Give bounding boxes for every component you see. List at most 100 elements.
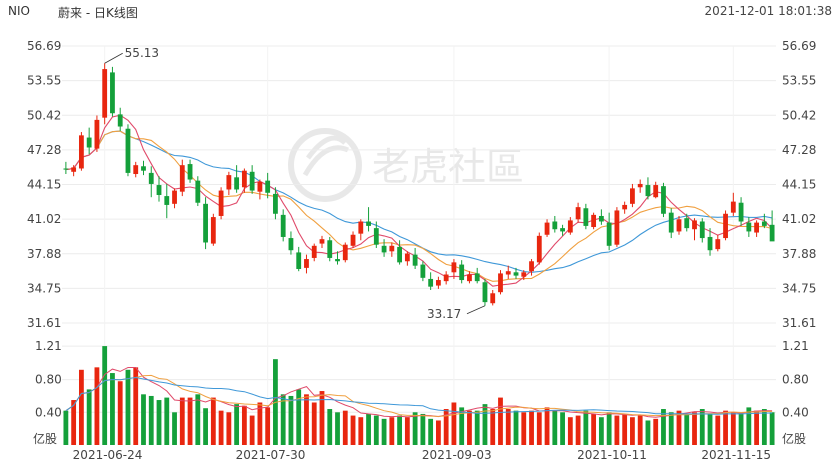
- candle-body: [358, 221, 364, 234]
- volume-bar: [172, 412, 177, 445]
- price-tick-label-right: 50.42: [782, 108, 816, 122]
- price-tick-label-left: 53.55: [27, 74, 61, 88]
- candle-body: [723, 213, 728, 239]
- candle-body: [304, 259, 309, 268]
- candle-body: [102, 69, 108, 118]
- volume-bar: [622, 413, 628, 445]
- candle-body: [94, 119, 100, 149]
- candle-body: [335, 259, 340, 262]
- candle-body: [78, 135, 84, 169]
- candle-body: [404, 253, 410, 262]
- volume-bar: [699, 409, 705, 445]
- volume-bar: [730, 412, 736, 445]
- candle-body: [319, 239, 325, 244]
- volume-bar: [78, 369, 84, 445]
- volume-bar: [435, 420, 441, 445]
- candle-body: [567, 220, 573, 233]
- candle-body: [179, 165, 185, 192]
- x-tick-label: 2021-07-30: [236, 448, 306, 462]
- ticker-symbol: NIO: [8, 4, 30, 18]
- volume-bar: [746, 407, 752, 445]
- candle-body: [280, 214, 286, 237]
- candle-body: [661, 186, 666, 214]
- high-pointer: [104, 52, 123, 64]
- volume-bar: [389, 417, 395, 445]
- x-tick-label: 2021-10-11: [577, 448, 647, 462]
- candle-body: [560, 228, 565, 232]
- candle-body: [575, 207, 581, 220]
- volume-bar: [606, 412, 612, 445]
- volume-bar: [684, 413, 690, 445]
- volume-bar: [86, 389, 92, 445]
- volume-bar: [179, 397, 185, 445]
- volume-bar: [319, 391, 325, 445]
- candle-body: [234, 177, 240, 190]
- candle-body: [505, 271, 511, 275]
- volume-bar: [265, 407, 271, 445]
- candle-body: [490, 293, 496, 304]
- volume-bar: [203, 408, 208, 445]
- volume-bar: [226, 412, 232, 445]
- timestamp: 2021-12-01 18:01:38: [704, 4, 832, 18]
- volume-bar: [381, 418, 387, 445]
- candle-body: [164, 196, 170, 205]
- candle-body: [187, 164, 193, 180]
- volume-bar: [707, 413, 713, 445]
- candle-body: [373, 228, 379, 245]
- volume-bar: [195, 394, 201, 445]
- candle-body: [544, 222, 550, 235]
- candle-body: [451, 262, 457, 273]
- volume-tick-label-left: 0.40: [35, 405, 62, 419]
- volume-bar: [645, 420, 651, 445]
- candle-body: [389, 245, 395, 252]
- volume-tick-label-left: 0.80: [35, 373, 62, 387]
- candle-body: [218, 190, 224, 216]
- candle-body: [498, 273, 503, 293]
- candle-body: [730, 201, 736, 213]
- volume-bar: [552, 410, 558, 445]
- price-tick-label-left: 47.28: [27, 143, 61, 157]
- candle-body: [513, 272, 519, 276]
- price-tick-label-right: 44.15: [782, 178, 816, 192]
- volume-bar: [467, 410, 472, 445]
- price-tick-label-left: 34.75: [27, 281, 61, 295]
- x-tick-label: 2021-06-24: [73, 448, 143, 462]
- candle-body: [156, 185, 162, 195]
- watermark-text: 老虎社區: [372, 145, 524, 189]
- candle-body: [435, 280, 441, 286]
- volume-bar: [653, 418, 659, 445]
- candle-body: [63, 168, 69, 170]
- volume-bar: [661, 409, 666, 445]
- volume-bar: [335, 412, 340, 445]
- volume-bar: [583, 410, 589, 445]
- volume-bar: [715, 415, 721, 445]
- volume-unit-right: 亿股: [782, 431, 806, 446]
- price-tick-label-left: 50.42: [27, 108, 61, 122]
- volume-bar: [397, 415, 403, 445]
- candle-body: [653, 185, 659, 198]
- candle-body: [769, 224, 775, 242]
- candle-body: [622, 204, 628, 210]
- volume-bar: [63, 410, 69, 445]
- candle-body: [754, 222, 760, 233]
- candle-body: [420, 264, 426, 278]
- candle-body: [606, 222, 612, 246]
- volume-bar: [102, 346, 108, 445]
- volume-bar: [723, 410, 728, 445]
- volume-bar: [443, 409, 449, 445]
- candle-body: [125, 128, 131, 173]
- volume-bar: [241, 405, 247, 445]
- volume-bar: [614, 415, 620, 445]
- volume-bar: [156, 400, 162, 445]
- candle-body: [296, 252, 302, 269]
- candle-body: [148, 172, 154, 184]
- ma20-line: [65, 130, 773, 273]
- price-tick-label-right: 37.88: [782, 247, 816, 261]
- candle-body: [265, 180, 271, 193]
- watermark-stripe: [302, 135, 349, 177]
- low-annotation: 33.17: [427, 307, 461, 321]
- volume-bar: [342, 410, 348, 445]
- volume-bar: [459, 407, 465, 445]
- candle-body: [342, 244, 348, 261]
